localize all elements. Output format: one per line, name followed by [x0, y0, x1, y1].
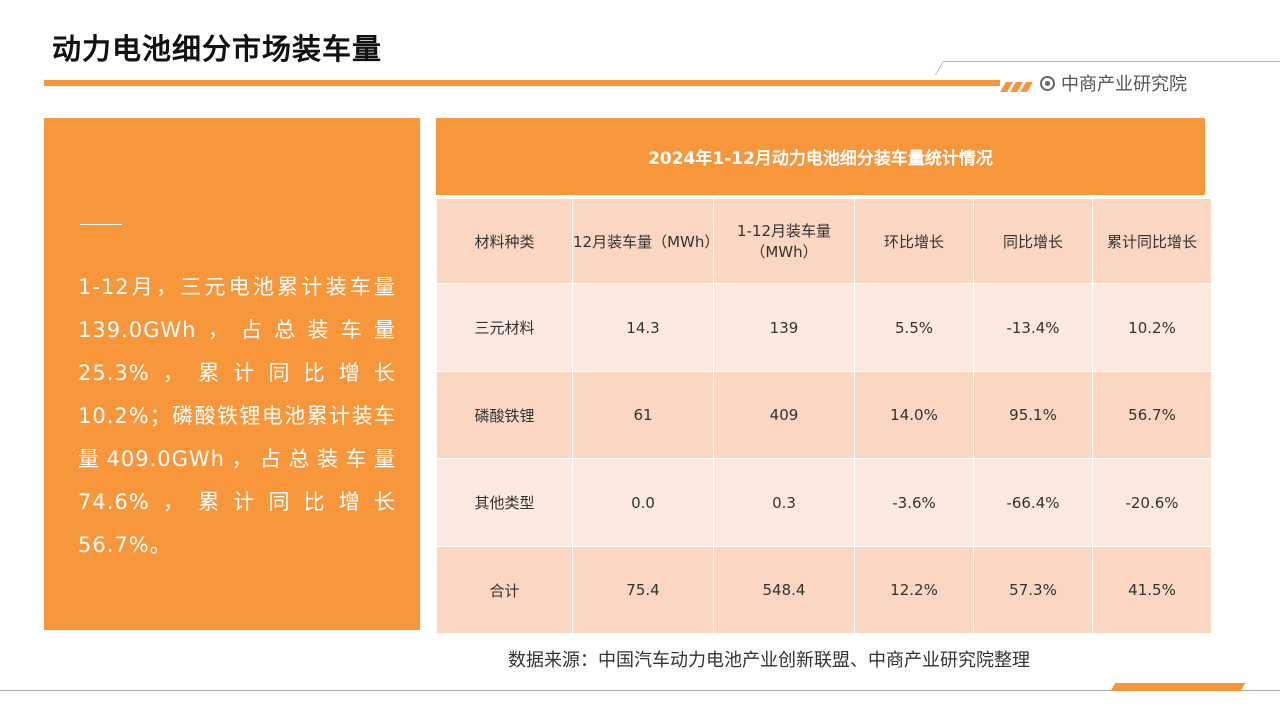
header-cell: 1-12月装车量（MWh）: [713, 198, 855, 284]
header-divider: [944, 61, 1280, 62]
table-cell: 5.5%: [854, 283, 974, 372]
header-cell: 12月装车量（MWh）: [572, 198, 719, 284]
page-title: 动力电池细分市场装车量: [52, 32, 383, 66]
table-row: 磷酸铁锂 61 409 14.0% 95.1% 56.7%: [436, 371, 1212, 459]
data-source-note: 数据来源：中国汽车动力电池产业创新联盟、中商产业研究院整理: [508, 650, 1030, 671]
table-cell: 56.7%: [1092, 371, 1212, 459]
header-stripes: [1000, 77, 1033, 96]
summary-divider: [80, 224, 122, 225]
table-cell: 57.3%: [973, 546, 1093, 634]
header-divider-slant: [934, 61, 944, 75]
stats-table-container: 2024年1-12月动力电池细分装车量统计情况 材料种类 12月装车量（MWh）…: [436, 118, 1212, 634]
summary-panel: 1-12月，三元电池累计装车量139.0GWh，占总装车量25.3%，累计同比增…: [44, 118, 420, 630]
table-cell: 磷酸铁锂: [436, 371, 573, 459]
table-cell: 14.0%: [854, 371, 974, 459]
header-cell: 材料种类: [436, 198, 573, 284]
table-cell: 61: [572, 371, 714, 459]
table-row: 三元材料 14.3 139 5.5% -13.4% 10.2%: [436, 283, 1212, 372]
table-cell: 548.4: [713, 546, 855, 634]
footer-divider: [0, 690, 1280, 691]
table-cell: 10.2%: [1092, 283, 1212, 372]
table-cell: 41.5%: [1092, 546, 1212, 634]
table-cell: 409: [713, 371, 855, 459]
circle-dot-icon: [1040, 75, 1055, 91]
brand-logo: 中商产业研究院: [1040, 70, 1187, 96]
table-cell: 合计: [436, 546, 573, 634]
table-cell: 0.0: [572, 458, 714, 547]
table-cell: 75.4: [572, 546, 714, 634]
table-cell: 0.3: [713, 458, 855, 547]
table-cell: 14.3: [572, 283, 714, 372]
table-cell: 139: [713, 283, 855, 372]
table-title: 2024年1-12月动力电池细分装车量统计情况: [436, 118, 1205, 198]
summary-text: 1-12月，三元电池累计装车量139.0GWh，占总装车量25.3%，累计同比增…: [78, 275, 396, 557]
table-row: 合计 75.4 548.4 12.2% 57.3% 41.5%: [436, 546, 1212, 634]
table-cell: 三元材料: [436, 283, 573, 372]
table-row: 其他类型 0.0 0.3 -3.6% -66.4% -20.6%: [436, 458, 1212, 547]
table-cell: 95.1%: [973, 371, 1093, 459]
header-cell: 累计同比增长: [1092, 198, 1212, 284]
table-header-row: 材料种类 12月装车量（MWh） 1-12月装车量（MWh） 环比增长 同比增长…: [436, 198, 1212, 284]
stats-table: 材料种类 12月装车量（MWh） 1-12月装车量（MWh） 环比增长 同比增长…: [436, 198, 1212, 634]
header-cell: 同比增长: [973, 198, 1093, 284]
table-cell: 其他类型: [436, 458, 573, 547]
table-cell: -13.4%: [973, 283, 1093, 372]
brand-name: 中商产业研究院: [1061, 74, 1187, 95]
table-cell: 12.2%: [854, 546, 974, 634]
table-cell: -66.4%: [973, 458, 1093, 547]
table-cell: -20.6%: [1092, 458, 1212, 547]
table-cell: -3.6%: [854, 458, 974, 547]
header-cell: 环比增长: [854, 198, 974, 284]
header-accent-bar: [44, 80, 1000, 86]
footer-accent-bar: [1110, 683, 1246, 691]
